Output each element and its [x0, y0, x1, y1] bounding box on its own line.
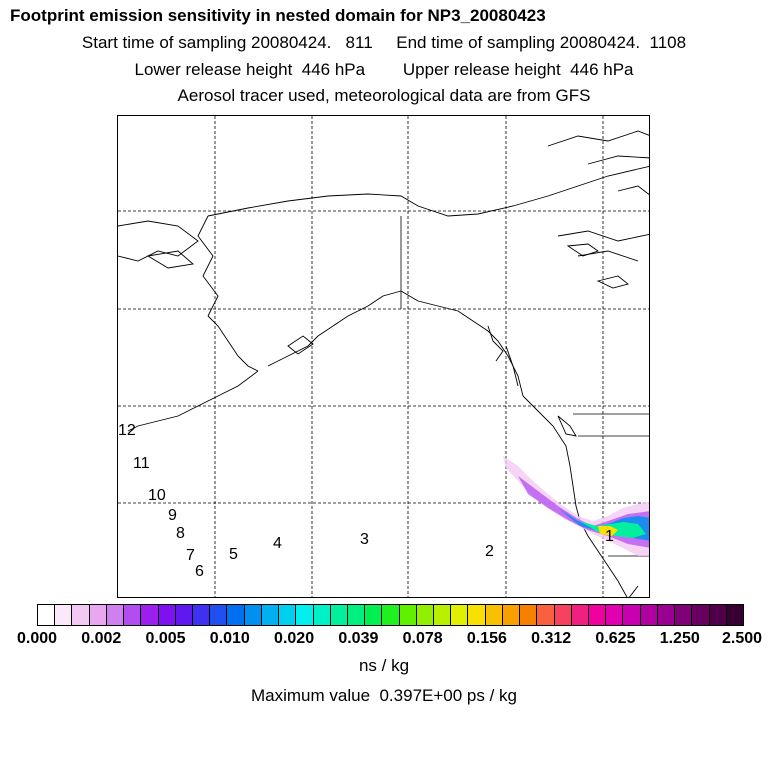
track-point-label: 6: [195, 563, 204, 580]
colorbar-cell: [330, 605, 348, 625]
colorbar-cell: [657, 605, 676, 625]
track-point-label: 8: [176, 525, 185, 542]
footprint-map: 1 2 3 4 5 6 7 8 9 10 11 12: [117, 115, 650, 598]
track-point-label: 1: [605, 528, 614, 545]
colorbar-cell: [554, 605, 572, 625]
colorbar-cell: [434, 605, 452, 625]
colorbar-cell: [124, 605, 142, 625]
tracer-info-line: Aerosol tracer used, meteorological data…: [177, 86, 591, 105]
graticule: [118, 116, 649, 597]
colorbar-tick-label: 2.500: [721, 630, 763, 647]
colorbar-cell: [55, 605, 73, 625]
colorbar-units: ns / kg: [358, 656, 410, 675]
colorbar-cell: [382, 605, 400, 625]
colorbar-tick-label: 0.000: [16, 630, 58, 647]
colorbar-cell: [244, 605, 262, 625]
colorbar-tick-label: 1.250: [659, 630, 700, 647]
track-point-label: 11: [133, 455, 150, 472]
track-point-label: 10: [148, 487, 166, 504]
colorbar-cell: [296, 605, 314, 625]
colorbar-cell: [261, 605, 280, 625]
colorbar-tick-label: 0.020: [274, 630, 315, 647]
colorbar-cell: [537, 605, 555, 625]
footprint-plume: [503, 456, 649, 556]
colorbar-cell: [313, 605, 331, 625]
release-height-line: Lower release height 446 hPa Upper relea…: [134, 60, 634, 79]
sampling-time-line: Start time of sampling 20080424. 811 End…: [81, 33, 687, 52]
colorbar-cell: [192, 605, 211, 625]
colorbar-cell: [623, 605, 641, 625]
colorbar-cell: [38, 605, 56, 625]
colorbar-cell: [606, 605, 624, 625]
colorbar: [37, 604, 744, 626]
colorbar-cell: [347, 605, 366, 625]
colorbar-cell: [692, 605, 710, 625]
colorbar-cell: [571, 605, 589, 625]
coastlines: [118, 130, 649, 597]
colorbar-cell: [726, 605, 743, 625]
colorbar-cell: [416, 605, 435, 625]
colorbar-tick-label: 0.156: [466, 630, 507, 647]
track-point-label: 7: [186, 547, 195, 564]
colorbar-cell: [141, 605, 159, 625]
colorbar-tick-label: 0.312: [531, 630, 572, 647]
maximum-value-text: Maximum value 0.397E+00 ps / kg: [251, 686, 517, 705]
track-point-label: 3: [360, 531, 369, 548]
colorbar-tick-label: 0.039: [338, 630, 379, 647]
colorbar-cell: [502, 605, 521, 625]
colorbar-cell: [210, 605, 228, 625]
figure-title: Footprint emission sensitivity in nested…: [10, 6, 546, 25]
colorbar-cell: [106, 605, 125, 625]
colorbar-tick-label: 0.010: [209, 630, 250, 647]
map-canvas: [118, 116, 649, 597]
colorbar-tick-label: 0.005: [145, 630, 186, 647]
colorbar-cell: [485, 605, 503, 625]
track-point-label: 12: [118, 422, 136, 439]
colorbar-cell: [365, 605, 383, 625]
colorbar-cell: [72, 605, 90, 625]
colorbar-cell: [175, 605, 193, 625]
colorbar-cell: [158, 605, 176, 625]
colorbar-cell: [89, 605, 107, 625]
colorbar-cell: [675, 605, 693, 625]
colorbar-cell: [520, 605, 538, 625]
colorbar-tick-label: 0.002: [81, 630, 122, 647]
colorbar-cell: [399, 605, 417, 625]
track-point-label: 2: [485, 543, 494, 560]
colorbar-cell: [451, 605, 469, 625]
colorbar-cell: [589, 605, 607, 625]
track-point-label: 4: [273, 535, 282, 552]
colorbar-cell: [640, 605, 658, 625]
colorbar-cell: [279, 605, 297, 625]
colorbar-tick-label: 0.625: [595, 630, 636, 647]
colorbar-cell: [227, 605, 245, 625]
track-point-label: 9: [168, 507, 177, 524]
track-point-label: 5: [229, 546, 238, 563]
colorbar-tick-label: 0.078: [402, 630, 443, 647]
colorbar-cell: [468, 605, 486, 625]
colorbar-cell: [709, 605, 727, 625]
